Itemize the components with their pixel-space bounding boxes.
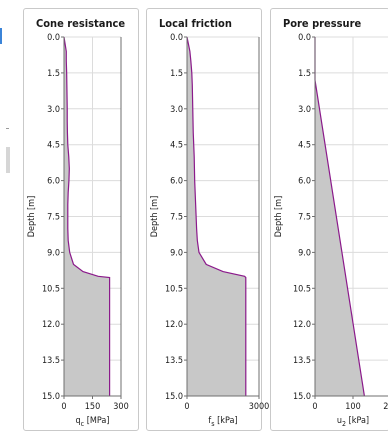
y-tick-label: 10.5	[42, 284, 60, 294]
chart-svg: Pore pressure 0.0 1.5 3.0 4.5 6.0 7.5 9.0 10.5 12…	[274, 17, 388, 428]
profile-curve	[63, 36, 111, 396]
y-tick-label: 9.0	[47, 248, 60, 258]
x-axis-label: qc [MPa]	[76, 416, 110, 428]
y-tick-label: 7.5	[298, 213, 311, 223]
edge-scroll-mark	[6, 147, 10, 173]
x-tick-label: 100	[345, 402, 360, 412]
y-tick-label: 9.0	[170, 248, 183, 258]
y-tick-label: 13.5	[293, 356, 311, 366]
y-tick-label: 7.5	[47, 213, 60, 223]
y-tick-label: 9.0	[298, 248, 311, 258]
y-axis-label: Depth [m]	[27, 196, 37, 237]
x-tick-label: 200	[383, 402, 388, 412]
y-tick-label: 6.0	[298, 177, 311, 187]
y-tick-label: 12.0	[293, 320, 311, 330]
y-tick-label: 4.5	[47, 141, 60, 151]
y-tick-label: 3.0	[170, 105, 183, 115]
profile-area	[315, 37, 365, 396]
y-tick-label: 4.5	[298, 141, 311, 151]
y-tick-label: 0.0	[47, 33, 60, 43]
y-tick-label: 0.0	[298, 33, 311, 43]
y-axis-label: Depth [m]	[274, 196, 284, 237]
cone-resistance-panel[interactable]: Cone resistance 0.0 1.5 3.0 4.5 6.0 7.5 9.0 10.5…	[23, 8, 139, 431]
chart-svg: Cone resistance 0.0 1.5 3.0 4.5 6.0 7.5 9.0 10.5…	[27, 17, 129, 428]
y-tick-label: 13.5	[165, 356, 183, 366]
y-tick-label: 13.5	[42, 356, 60, 366]
profile-area	[187, 37, 246, 396]
y-tick-label: 3.0	[298, 105, 311, 115]
x-tick-label: 0	[312, 402, 317, 412]
y-tick-label: 10.5	[165, 284, 183, 294]
edge-tick-mark	[6, 128, 9, 129]
y-tick-label: 4.5	[170, 141, 183, 151]
pore-pressure-panel[interactable]: Pore pressure 0.0 1.5 3.0 4.5 6.0 7.5 9.0 10.5 12…	[270, 8, 388, 431]
y-tick-label: 1.5	[170, 69, 183, 79]
selection-accent-bar	[0, 28, 2, 44]
y-tick-label: 10.5	[293, 284, 311, 294]
profile-curve	[186, 36, 247, 396]
x-axis-label: fs [kPa]	[208, 416, 237, 428]
profile-area	[64, 37, 110, 396]
y-tick-label: 6.0	[47, 177, 60, 187]
y-tick-label: 15.0	[165, 392, 183, 402]
y-tick-label: 12.0	[165, 320, 183, 330]
y-tick-label: 15.0	[293, 392, 311, 402]
y-tick-label: 3.0	[47, 105, 60, 115]
y-tick-label: 1.5	[47, 69, 60, 79]
y-tick-label: 6.0	[170, 177, 183, 187]
x-tick-label: 150	[85, 402, 100, 412]
y-tick-label: 7.5	[170, 213, 183, 223]
x-tick-label: 0	[61, 402, 66, 412]
x-tick-label: 0	[184, 402, 189, 412]
local-friction-panel[interactable]: Local friction 0.0 1.5 3.0 4.5 6.0 7.5 9.0 10.5 1…	[146, 8, 269, 431]
y-tick-label: 12.0	[42, 320, 60, 330]
x-tick-label: 300	[113, 402, 128, 412]
y-tick-label: 1.5	[298, 69, 311, 79]
y-tick-label: 15.0	[42, 392, 60, 402]
y-axis-label: Depth [m]	[150, 196, 160, 237]
chart-title: Local friction	[159, 17, 232, 30]
chart-title: Pore pressure	[283, 17, 361, 30]
chart-title: Cone resistance	[36, 17, 125, 30]
x-tick-label: 3000	[249, 402, 270, 412]
x-axis-label: u2 [kPa]	[337, 416, 369, 428]
y-tick-label: 0.0	[170, 33, 183, 43]
chart-svg: Local friction 0.0 1.5 3.0 4.5 6.0 7.5 9.0 10.5 1…	[150, 17, 269, 428]
